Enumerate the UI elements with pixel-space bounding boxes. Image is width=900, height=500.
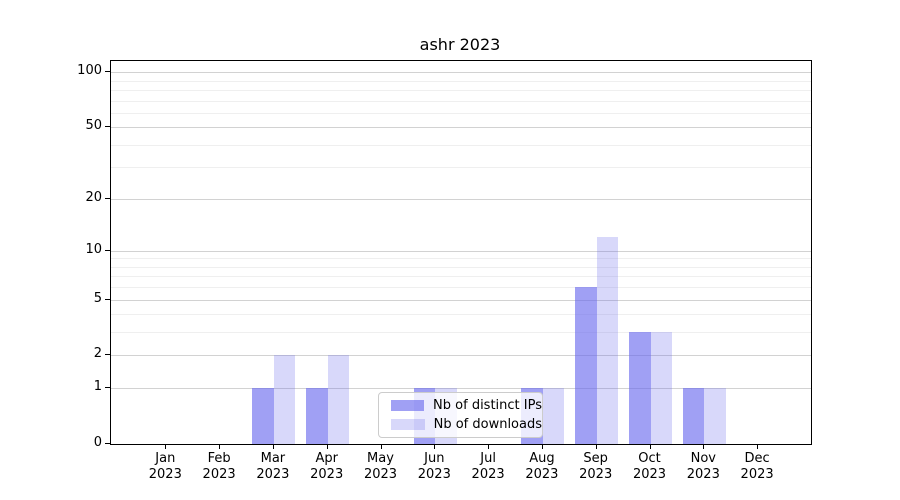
y-axis-tick [105,71,110,73]
minor-gridline [111,266,811,268]
x-axis-tick [703,444,705,449]
minor-gridline [111,276,811,278]
x-axis-tick-label: Feb 2023 [202,451,236,482]
x-axis-tick-label: Mar 2023 [256,451,290,482]
major-gridline [111,388,811,390]
y-axis-tick [105,249,110,251]
x-axis-tick-label: Jun 2023 [417,451,451,482]
legend: Nb of distinct IPs Nb of downloads [378,392,543,438]
legend-entry-downloads: Nb of downloads [391,417,542,432]
legend-entry-distinct-ips: Nb of distinct IPs [391,398,542,413]
x-axis-tick [488,444,490,449]
bar-oct-distinct-ips [629,332,651,444]
legend-label-downloads: Nb of downloads [433,417,542,432]
x-axis-tick-label: Jul 2023 [471,451,505,482]
x-axis-tick-label: Apr 2023 [310,451,344,482]
y-axis-tick [105,197,110,199]
y-axis-tick-label: 5 [93,290,102,306]
y-axis-tick-label: 2 [93,346,102,362]
minor-gridline [111,314,811,316]
y-axis-tick [105,443,110,444]
y-axis-tick-label: 100 [77,63,102,79]
minor-gridline [111,167,811,169]
minor-gridline [111,332,811,334]
y-axis-tick-label: 50 [85,118,102,134]
x-axis-tick-label: Jan 2023 [148,451,182,482]
y-axis-tick-label: 1 [93,379,102,395]
major-gridline [111,250,811,252]
legend-swatch-distinct-ips-icon [391,400,425,411]
minor-gridline [111,112,811,114]
x-axis-tick-label: Oct 2023 [632,451,667,482]
x-axis-tick [326,444,328,449]
x-axis-tick [541,444,543,449]
minor-gridline [111,89,811,91]
minor-gridline [111,80,811,82]
x-axis-tick [595,444,597,449]
major-gridline [111,127,811,129]
x-axis-tick [649,444,651,449]
x-axis-tick [434,444,436,449]
bar-mar-distinct-ips [252,388,274,444]
major-gridline [111,72,811,74]
major-gridline [111,355,811,357]
major-gridline [111,299,811,301]
bar-aug-downloads [542,388,565,444]
minor-gridline [111,258,811,260]
minor-gridline [111,100,811,102]
x-axis-tick [757,444,759,449]
minor-gridline [111,287,811,289]
y-axis-tick [105,354,110,356]
y-axis-tick [105,126,110,128]
y-axis-tick-label: 10 [85,241,102,257]
y-axis-tick-label: 20 [85,189,102,205]
x-axis-tick-label: Dec 2023 [740,451,774,482]
bar-nov-distinct-ips [682,388,705,444]
bar-nov-downloads [704,388,726,444]
y-axis-tick [105,298,110,300]
x-axis-tick-label: Sep 2023 [579,451,613,482]
x-axis-tick [165,444,167,449]
minor-gridline [111,144,811,146]
x-axis-tick-label: Nov 2023 [686,451,720,482]
legend-label-distinct-ips: Nb of distinct IPs [433,398,542,413]
x-axis-tick [380,444,382,449]
bar-mar-downloads [273,355,296,444]
bar-sep-distinct-ips [575,287,597,444]
y-axis-tick [105,387,110,389]
x-axis-tick [272,444,274,449]
x-axis-tick-label: Aug 2023 [525,451,559,482]
x-axis-tick [219,444,221,449]
x-axis-tick-label: May 2023 [363,451,398,482]
bar-apr-downloads [327,355,350,444]
major-gridline [111,198,811,200]
y-axis-tick-label: 0 [93,435,102,450]
legend-swatch-downloads-icon [391,419,425,430]
bar-apr-distinct-ips [306,388,328,444]
bar-sep-downloads [596,237,619,444]
plot-area [110,60,812,445]
chart-title: ashr 2023 [419,35,501,54]
bar-oct-downloads [650,332,672,444]
